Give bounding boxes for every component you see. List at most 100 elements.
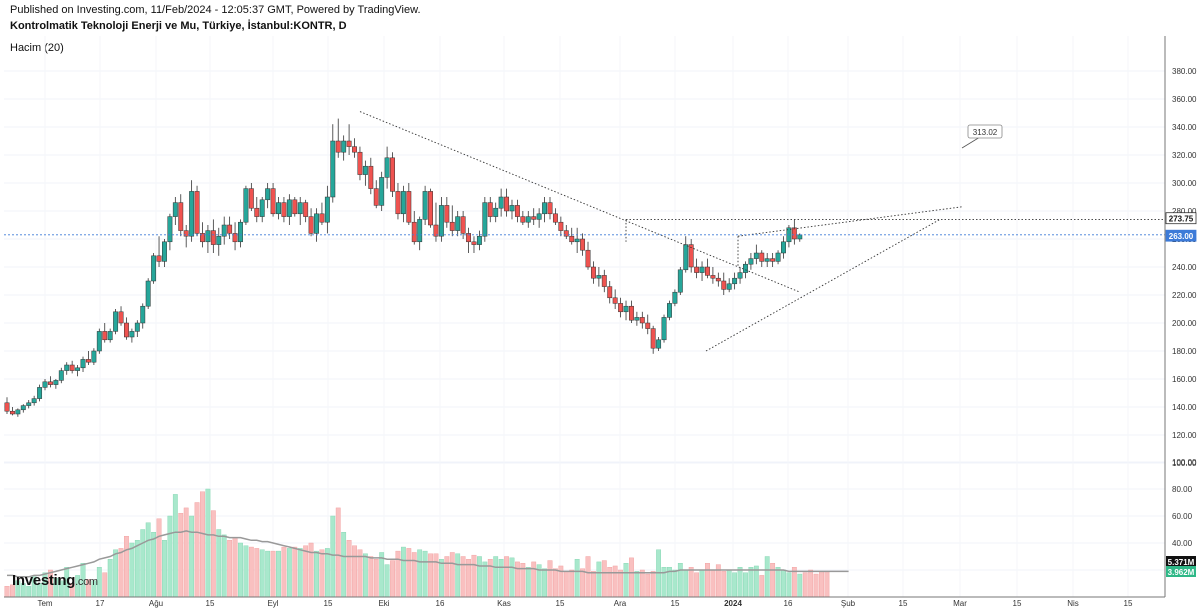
volume-bar bbox=[281, 546, 287, 598]
volume-bar bbox=[705, 563, 710, 598]
candle-body bbox=[319, 213, 325, 223]
volume-last-badge-bg bbox=[1166, 556, 1196, 567]
volume-bar bbox=[455, 553, 461, 598]
candle-body bbox=[764, 258, 770, 262]
candle-body bbox=[542, 202, 548, 215]
candle-body bbox=[618, 303, 624, 313]
candle-body bbox=[471, 241, 477, 245]
candle-body bbox=[732, 277, 738, 285]
candle-body bbox=[86, 359, 91, 363]
time-tick-label: 15 bbox=[671, 599, 680, 608]
volume-bar bbox=[813, 573, 819, 598]
time-tick-label: 15 bbox=[324, 599, 333, 608]
time-tick-label: Ara bbox=[614, 599, 627, 608]
published-notice: Published on Investing.com, 11/Feb/2024 … bbox=[10, 4, 421, 16]
volume-bar bbox=[732, 572, 738, 598]
volume-bar bbox=[601, 560, 607, 598]
volume-bar bbox=[428, 553, 433, 598]
candle-body bbox=[384, 157, 390, 178]
volume-bar bbox=[677, 563, 683, 598]
price-tick-label: 180.00 bbox=[1172, 347, 1197, 356]
candle-body bbox=[96, 331, 102, 352]
volume-bar bbox=[439, 559, 444, 598]
candle-body bbox=[64, 364, 70, 371]
volume-bar bbox=[210, 510, 216, 598]
volume-bar bbox=[808, 569, 814, 598]
volume-bar bbox=[618, 569, 623, 598]
candle-body bbox=[200, 233, 205, 243]
candle-body bbox=[601, 275, 607, 287]
volume-bar bbox=[721, 571, 727, 598]
volume-tick-label: 80.00 bbox=[1172, 485, 1193, 494]
volume-bar bbox=[238, 542, 243, 598]
volume-tick-label: 60.00 bbox=[1172, 512, 1193, 521]
volume-indicator-label: Hacim (20) bbox=[10, 42, 64, 54]
candle-body bbox=[352, 146, 357, 153]
volume-bar bbox=[346, 540, 352, 598]
price-tick-label: 140.00 bbox=[1172, 403, 1197, 412]
axes: 100.00 120.00 140.00 160.00 180.00 200.00 220.… bbox=[4, 36, 1197, 608]
candle-body bbox=[694, 266, 700, 273]
candle-body bbox=[596, 275, 602, 279]
candle-body bbox=[91, 350, 97, 363]
price-tick-label: 280.00 bbox=[1172, 207, 1197, 216]
candlesticks bbox=[4, 118, 803, 417]
candle-body bbox=[531, 216, 537, 220]
volume-bar bbox=[726, 569, 732, 598]
volume-bar bbox=[553, 568, 558, 598]
candle-body bbox=[650, 328, 656, 349]
volume-bar bbox=[802, 572, 808, 598]
upper-channel-line bbox=[737, 206, 963, 237]
candle-body bbox=[107, 331, 113, 341]
volume-bar bbox=[145, 522, 151, 598]
time-tick-label: Şub bbox=[841, 599, 856, 608]
candle-body bbox=[9, 410, 15, 415]
price-tick-label: 100.00 bbox=[1172, 459, 1197, 468]
volume-bar bbox=[748, 567, 754, 598]
volume-bar bbox=[124, 536, 129, 598]
candle-body bbox=[118, 311, 124, 324]
time-tick-label: Ağu bbox=[149, 599, 163, 608]
volume-moving-average-line bbox=[7, 530, 849, 578]
candle-body bbox=[53, 380, 59, 385]
annotation-box bbox=[967, 124, 1003, 139]
candle-body bbox=[444, 205, 450, 223]
candle-body bbox=[243, 188, 249, 223]
candle-body bbox=[569, 235, 575, 243]
volume-bar bbox=[134, 540, 140, 598]
time-tick-label: Tem bbox=[37, 599, 52, 608]
volume-bar bbox=[156, 518, 162, 598]
candle-body bbox=[667, 303, 672, 318]
volume-bar bbox=[580, 568, 585, 598]
candle-body bbox=[124, 322, 129, 338]
candle-body bbox=[292, 199, 298, 215]
symbol-title: Kontrolmatik Teknoloji Enerji ve Mu, Tür… bbox=[10, 20, 347, 32]
volume-bar bbox=[688, 567, 694, 598]
price-tick-label: 340.00 bbox=[1172, 123, 1197, 132]
candle-body bbox=[743, 263, 748, 273]
volume-bar bbox=[362, 553, 368, 598]
volume-bar bbox=[107, 559, 113, 598]
volume-bar bbox=[200, 491, 205, 598]
volume-bar bbox=[759, 575, 765, 598]
downtrend-line bbox=[359, 111, 801, 293]
volume-bar bbox=[265, 550, 271, 598]
volume-bar bbox=[400, 546, 406, 598]
time-tick-label: 15 bbox=[1124, 599, 1133, 608]
candle-body bbox=[438, 205, 444, 237]
volume-bar bbox=[471, 554, 477, 598]
candle-body bbox=[69, 364, 75, 371]
volume-bar bbox=[183, 507, 189, 598]
candle-body bbox=[42, 381, 48, 388]
volume-bar bbox=[379, 552, 385, 598]
volume-bar bbox=[243, 545, 249, 598]
candle-body bbox=[466, 233, 472, 243]
volume-bar bbox=[118, 548, 124, 598]
candle-body bbox=[699, 266, 705, 273]
volume-bar bbox=[699, 569, 705, 598]
volume-bar bbox=[172, 494, 178, 598]
volume-bar bbox=[384, 564, 390, 598]
candle-body bbox=[411, 221, 417, 243]
volume-ma-badge-bg bbox=[1166, 566, 1196, 577]
